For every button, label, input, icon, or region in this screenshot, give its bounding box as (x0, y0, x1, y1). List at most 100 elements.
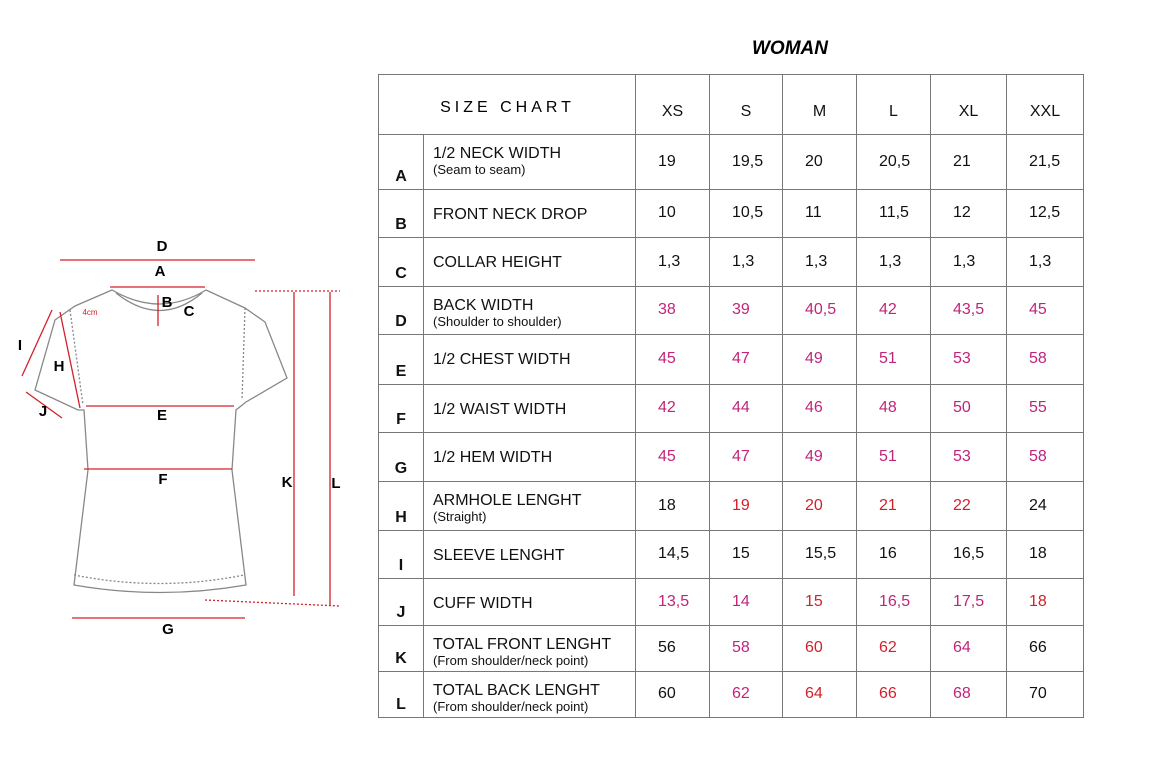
row-note: (Shoulder to shoulder) (433, 314, 562, 329)
diagram-label: C (184, 303, 195, 320)
row-name: 1/2 WAIST WIDTH (433, 401, 567, 418)
size-value: 13,5 (636, 579, 710, 626)
size-value: 10 (636, 190, 710, 238)
size-value: 45 (1007, 287, 1084, 335)
row-name: TOTAL FRONT LENGHT (433, 636, 612, 653)
row-name: BACK WIDTH (433, 297, 534, 314)
row-note: (Straight) (433, 509, 487, 524)
size-value: 16,5 (857, 579, 931, 626)
size-value: 62 (710, 672, 783, 718)
row-name-cell: 1/2 NECK WIDTH (Seam to seam) (424, 135, 636, 190)
diagram-label: H (54, 358, 65, 375)
size-header: L (857, 75, 931, 135)
size-value: 18 (1007, 579, 1084, 626)
size-value: 21 (931, 135, 1007, 190)
size-value: 42 (636, 385, 710, 433)
size-value: 51 (857, 433, 931, 482)
size-value: 45 (636, 433, 710, 482)
row-name-cell: BACK WIDTH (Shoulder to shoulder) (424, 287, 636, 335)
size-value: 16 (857, 531, 931, 579)
size-value: 15,5 (783, 531, 857, 579)
header-cell (379, 75, 636, 135)
row-name: 1/2 CHEST WIDTH (433, 351, 571, 368)
size-value: 64 (783, 672, 857, 718)
size-header: XL (931, 75, 1007, 135)
size-value: 11,5 (857, 190, 931, 238)
size-value: 1,3 (1007, 238, 1084, 287)
diagram-label: B (162, 294, 173, 311)
size-value: 1,3 (710, 238, 783, 287)
row-name-cell: COLLAR HEIGHT (424, 238, 636, 287)
size-value: 17,5 (931, 579, 1007, 626)
diagram-label: A (155, 263, 166, 280)
row-note: (Seam to seam) (433, 162, 526, 177)
row-code: J (379, 579, 424, 626)
size-value: 1,3 (857, 238, 931, 287)
row-name: CUFF WIDTH (433, 595, 533, 612)
size-value: 22 (931, 482, 1007, 531)
size-value: 15 (783, 579, 857, 626)
size-value: 11 (783, 190, 857, 238)
row-code: D (379, 287, 424, 335)
size-value: 45 (636, 335, 710, 385)
row-code: I (379, 531, 424, 579)
size-value: 10,5 (710, 190, 783, 238)
size-value: 21 (857, 482, 931, 531)
row-name: FRONT NECK DROP (433, 206, 588, 223)
row-code: G (379, 433, 424, 482)
size-value: 47 (710, 335, 783, 385)
size-value: 42 (857, 287, 931, 335)
row-name: 1/2 HEM WIDTH (433, 449, 553, 466)
size-value: 19 (710, 482, 783, 531)
diagram-label: E (157, 407, 167, 424)
row-note: (From shoulder/neck point) (433, 699, 589, 714)
row-name-cell: SLEEVE LENGHT (424, 531, 636, 579)
size-value: 46 (783, 385, 857, 433)
size-value: 48 (857, 385, 931, 433)
row-name-cell: 1/2 CHEST WIDTH (424, 335, 636, 385)
size-value: 18 (1007, 531, 1084, 579)
diagram-label: F (158, 471, 167, 488)
diagram-label: D (157, 238, 168, 255)
size-value: 58 (710, 626, 783, 672)
row-name: TOTAL BACK LENGHT (433, 682, 600, 699)
row-name: SLEEVE LENGHT (433, 547, 565, 564)
size-value: 55 (1007, 385, 1084, 433)
size-value: 19,5 (710, 135, 783, 190)
size-value: 51 (857, 335, 931, 385)
diagram-label: J (39, 403, 47, 420)
size-value: 56 (636, 626, 710, 672)
diagram-label: I (18, 337, 22, 354)
row-code: F (379, 385, 424, 433)
size-value: 66 (1007, 626, 1084, 672)
size-value: 49 (783, 335, 857, 385)
row-code: H (379, 482, 424, 531)
size-value: 39 (710, 287, 783, 335)
row-note: (From shoulder/neck point) (433, 653, 589, 668)
size-value: 49 (783, 433, 857, 482)
row-code: C (379, 238, 424, 287)
size-value: 40,5 (783, 287, 857, 335)
size-value: 43,5 (931, 287, 1007, 335)
size-value: 14,5 (636, 531, 710, 579)
size-value: 20 (783, 482, 857, 531)
size-value: 60 (783, 626, 857, 672)
row-name-cell: ARMHOLE LENGHT (Straight) (424, 482, 636, 531)
row-name: 1/2 NECK WIDTH (433, 145, 562, 162)
size-value: 62 (857, 626, 931, 672)
size-value: 24 (1007, 482, 1084, 531)
size-value: 19 (636, 135, 710, 190)
size-value: 60 (636, 672, 710, 718)
size-header: XXL (1007, 75, 1084, 135)
size-value: 20,5 (857, 135, 931, 190)
row-name-cell: TOTAL BACK LENGHT (From shoulder/neck poi… (424, 672, 636, 718)
size-value: 12 (931, 190, 1007, 238)
size-value: 70 (1007, 672, 1084, 718)
size-value: 12,5 (1007, 190, 1084, 238)
size-value: 16,5 (931, 531, 1007, 579)
size-header: XS (636, 75, 710, 135)
row-name-cell: 1/2 HEM WIDTH (424, 433, 636, 482)
size-table: SIZE CHART XS S M L XL XXL A 1/2 NECK WIDTH (Seam… (378, 74, 1084, 718)
